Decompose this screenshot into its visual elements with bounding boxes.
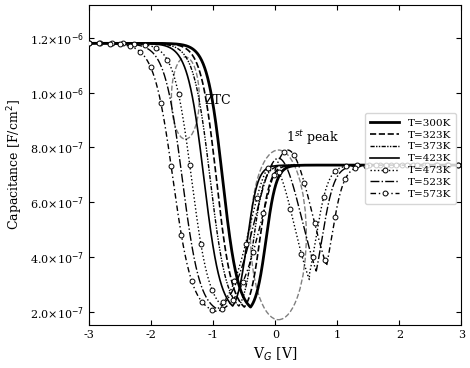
- T=423K: [448, 163, 454, 167]
- T=473K: [448, 163, 454, 167]
- Line: T=423K: T=423K: [89, 43, 462, 306]
- T=300K: [248, 305, 253, 309]
- T=373K: [459, 163, 464, 167]
- T=300K: [258, 274, 263, 278]
- T=473K: [459, 163, 464, 167]
- T=323K: [448, 163, 454, 167]
- T=323K: [267, 180, 273, 184]
- T=423K: [267, 164, 273, 169]
- Line: T=523K: T=523K: [89, 43, 462, 309]
- T=573K: [267, 183, 273, 188]
- T=373K: [380, 163, 385, 167]
- Legend: T=300K, T=323K, T=373K, T=423K, T=473K, T=523K, T=573K: T=300K, T=323K, T=373K, T=423K, T=473K, …: [365, 113, 456, 204]
- T=373K: [267, 169, 273, 173]
- Line: T=573K: T=573K: [87, 41, 464, 314]
- T=373K: [448, 163, 454, 167]
- Text: ZTC: ZTC: [204, 93, 231, 106]
- T=323K: [448, 163, 454, 167]
- T=423K: [448, 163, 454, 167]
- T=523K: [448, 163, 454, 167]
- T=423K: [380, 163, 385, 167]
- T=473K: [219, 304, 225, 308]
- T=323K: [380, 163, 385, 167]
- T=573K: [448, 163, 454, 167]
- T=373K: [258, 194, 263, 198]
- T=573K: [459, 163, 464, 167]
- T=523K: [214, 307, 220, 311]
- T=373K: [236, 304, 242, 308]
- T=323K: [86, 41, 92, 46]
- T=523K: [380, 163, 385, 167]
- Line: T=373K: T=373K: [89, 43, 462, 306]
- X-axis label: V$_G$ [V]: V$_G$ [V]: [253, 346, 298, 363]
- T=573K: [380, 163, 385, 167]
- T=423K: [230, 304, 235, 308]
- T=573K: [258, 222, 263, 226]
- T=523K: [86, 41, 92, 46]
- T=423K: [459, 163, 464, 167]
- T=473K: [86, 41, 92, 46]
- T=373K: [448, 163, 454, 167]
- Line: T=300K: T=300K: [89, 43, 462, 307]
- T=373K: [105, 41, 111, 46]
- T=300K: [448, 163, 454, 167]
- T=473K: [448, 163, 454, 167]
- Y-axis label: Capacitance [F/cm$^2$]: Capacitance [F/cm$^2$]: [5, 100, 24, 230]
- T=523K: [105, 41, 111, 46]
- Line: T=473K: T=473K: [87, 41, 464, 309]
- T=523K: [258, 195, 263, 199]
- T=323K: [242, 305, 247, 309]
- Line: T=323K: T=323K: [89, 43, 462, 307]
- T=300K: [86, 41, 92, 46]
- T=523K: [459, 163, 464, 167]
- T=323K: [105, 41, 111, 46]
- T=423K: [86, 41, 92, 46]
- T=473K: [380, 163, 385, 167]
- T=573K: [86, 41, 92, 46]
- T=300K: [448, 163, 454, 167]
- T=473K: [258, 183, 263, 187]
- Text: 1$^{st}$ peak: 1$^{st}$ peak: [287, 128, 339, 147]
- T=323K: [459, 163, 464, 167]
- T=423K: [105, 41, 111, 46]
- T=373K: [86, 41, 92, 46]
- T=300K: [267, 208, 273, 212]
- T=300K: [459, 163, 464, 167]
- T=300K: [380, 163, 385, 167]
- T=423K: [258, 174, 263, 178]
- T=473K: [267, 163, 273, 168]
- T=323K: [258, 232, 263, 237]
- T=523K: [448, 163, 454, 167]
- T=573K: [448, 163, 454, 167]
- T=473K: [105, 41, 111, 46]
- T=300K: [105, 41, 111, 46]
- T=573K: [105, 42, 111, 46]
- T=573K: [214, 309, 219, 314]
- T=523K: [267, 165, 273, 169]
